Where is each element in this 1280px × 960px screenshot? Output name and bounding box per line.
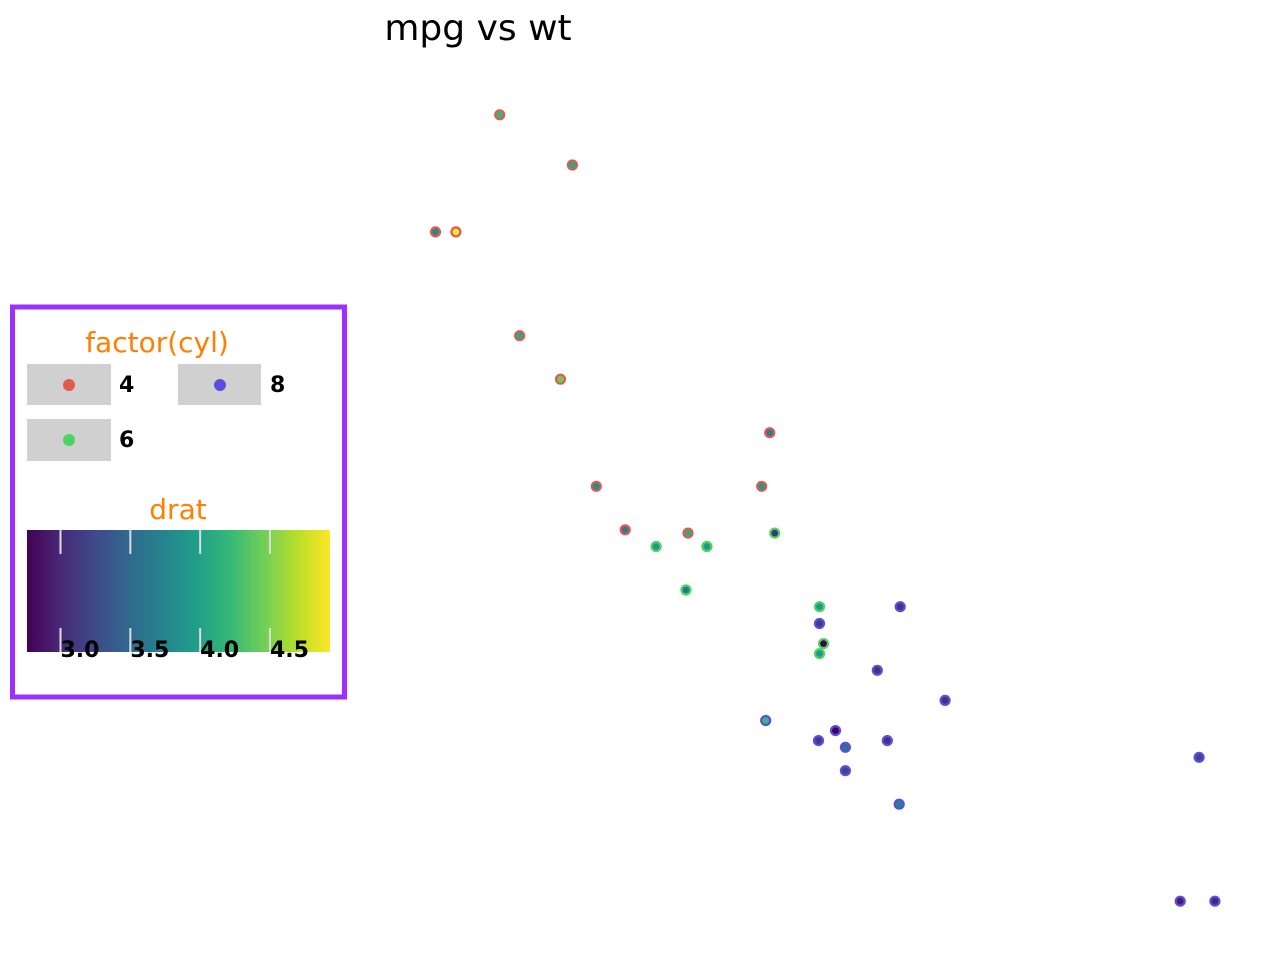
data-point-cyl8-11 [894,601,906,613]
legend-key-dot-cyl-8 [214,379,226,391]
legend-key-label-cyl-4: 4 [119,373,134,398]
legend-key-dot-cyl-4 [63,379,75,391]
data-point-cyl6-4 [813,601,826,613]
data-point-cyl6-3 [817,637,830,650]
data-point-cyl4-7 [513,330,526,342]
data-point-cyl8-12 [760,714,772,727]
legend-title-drat: drat [149,493,206,526]
data-point-cyl4-3 [566,159,579,171]
series-cyl-8 [760,601,1221,907]
data-point-cyl4-5 [494,109,506,121]
data-point-cyl6-0 [650,540,662,553]
data-point-cyl8-1 [839,765,852,777]
points-layer [429,109,1221,907]
data-point-cyl8-9 [812,734,825,747]
legend-key-label-cyl-8: 8 [270,373,285,398]
data-point-cyl8-10 [893,798,905,810]
data-point-cyl6-5 [813,647,826,660]
colorbar-tick-label-2: 4.0 [200,638,239,663]
data-point-cyl8-8 [829,724,842,737]
colorbar-tick-label-3: 4.5 [270,638,309,663]
data-point-cyl6-6 [680,584,692,596]
data-point-cyl4-9 [429,226,442,238]
series-cyl-6 [650,527,830,660]
data-point-cyl8-3 [871,664,883,676]
data-point-cyl4-8 [554,373,567,385]
chart-title: mpg vs wt [384,8,571,49]
data-point-cyl8-4 [881,734,893,747]
colorbar [27,530,330,652]
data-point-cyl8-0 [813,617,826,630]
data-point-cyl8-13 [839,741,852,753]
data-point-cyl4-1 [764,427,776,439]
series-cyl-4 [429,109,776,539]
data-point-cyl8-5 [1174,895,1186,907]
legend-key-dot-cyl-6 [63,434,75,446]
legend: factor(cyl) 4 8 6 drat 3.0 3.5 4.0 4.5 [10,304,347,700]
data-point-cyl4-2 [756,480,768,492]
colorbar-tick-label-1: 3.5 [130,638,169,663]
colorbar-tick-label-0: 3.0 [61,638,100,663]
data-point-cyl4-4 [450,226,462,238]
data-point-cyl4-10 [682,527,694,539]
data-point-cyl8-2 [939,694,951,707]
data-point-cyl6-1 [701,540,713,553]
data-point-cyl8-7 [1193,751,1205,763]
data-point-cyl4-6 [619,524,631,536]
data-point-cyl6-2 [769,527,781,539]
data-point-cyl8-6 [1209,895,1221,907]
data-point-cyl4-0 [590,480,602,492]
colorbar-ticks: 3.0 3.5 4.0 4.5 [59,530,309,663]
legend-title-cyl: factor(cyl) [85,326,229,359]
legend-key-label-cyl-6: 6 [119,428,134,453]
